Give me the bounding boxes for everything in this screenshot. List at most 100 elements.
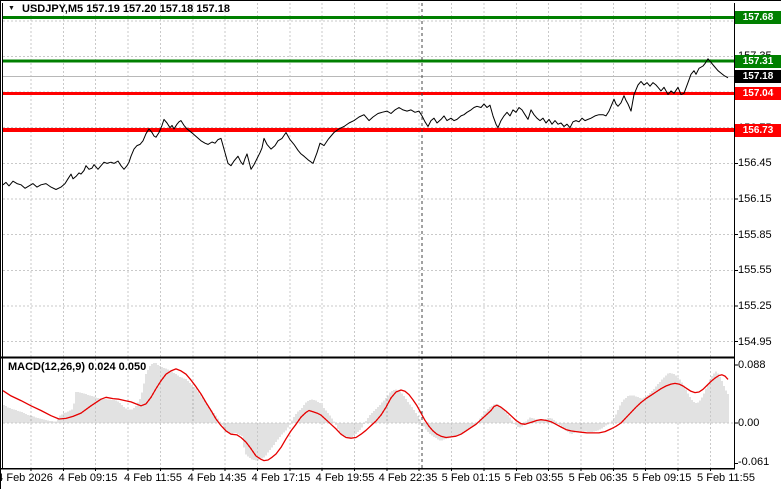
macd-histogram-bar [173,372,175,423]
macd-histogram-bar [585,423,587,432]
macd-histogram-bar [379,404,381,423]
macd-histogram-bar [363,423,365,425]
macd-histogram-bar [705,388,707,423]
macd-histogram-bar [111,399,113,423]
macd-histogram-bar [35,417,37,423]
macd-histogram-bar [283,423,285,433]
macd-histogram-bar [149,366,151,423]
macd-histogram-bar [163,367,165,423]
current-price-badge: 157.18 [735,70,781,84]
macd-histogram-bar [559,423,561,425]
macd-histogram-bar [39,418,41,423]
macd-histogram-bar [97,397,99,423]
time-axis-label: 4 Feb 14:35 [187,472,247,484]
macd-histogram-bar [147,370,149,423]
macd-histogram-bar [33,416,35,423]
macd-histogram-bar [377,407,379,423]
macd-histogram-bar [49,420,51,423]
time-axis-label: 5 Feb 01:15 [441,472,501,484]
macd-histogram-bar [551,418,553,423]
macd-histogram-bar [335,423,337,425]
macd-histogram-bar [29,415,31,423]
support-badge: 156.73 [735,123,781,137]
macd-histogram-bar [525,421,527,423]
macd-histogram-bar [599,423,601,430]
macd-histogram-bar [643,397,645,423]
macd-histogram-bar [553,419,555,423]
macd-histogram-bar [469,423,471,429]
time-axis-label: 5 Feb 11:55 [697,472,755,484]
macd-histogram-bar [207,405,209,423]
macd-histogram-bar [473,423,475,426]
macd-histogram-bar [37,418,39,423]
macd-histogram-bar [653,388,655,423]
macd-histogram-bar [519,423,521,428]
time-axis-label: 4 Feb 11:55 [124,472,182,484]
macd-histogram-bar [465,423,467,431]
macd-histogram-bar [543,420,545,423]
macd-histogram-bar [219,421,221,423]
macd-histogram-bar [193,386,195,423]
symbol-title: USDJPY,M5 157.19 157.20 157.18 157.18 [22,3,230,15]
macd-histogram-bar [697,402,699,423]
macd-histogram-bar [345,423,347,439]
time-axis-label: 5 Feb 09:15 [632,472,692,484]
macd-histogram-bar [65,412,67,423]
macd-histogram-bar [601,423,603,429]
macd-histogram-bar [115,400,117,423]
macd-histogram-bar [177,375,179,423]
macd-histogram-bar [627,396,629,423]
macd-histogram-bar [657,384,659,423]
macd-histogram-bar [291,420,293,423]
macd-histogram-bar [589,423,591,433]
time-axis-label: 4 Feb 19:55 [315,472,375,484]
macd-histogram-bar [615,414,617,423]
macd-histogram-bar [233,423,235,434]
macd-histogram-bar [383,400,385,423]
macd-histogram-bar [655,386,657,423]
macd-histogram-bar [315,400,317,423]
macd-histogram-bar [497,404,499,423]
macd-histogram-bar [701,397,703,423]
macd-histogram-bar [211,410,213,423]
macd-histogram-bar [117,401,119,423]
macd-histogram-bar [187,380,189,423]
macd-histogram-bar [299,409,301,423]
macd-histogram-bar [609,422,611,424]
macd-histogram-bar [205,402,207,423]
macd-histogram-bar [715,371,717,423]
macd-histogram-bar [453,423,455,437]
macd-histogram-bar [669,373,671,423]
macd-histogram-bar [539,420,541,423]
macd-histogram-bar [521,423,523,427]
macd-histogram-bar [247,423,249,457]
macd-histogram-bar [41,419,43,423]
macd-histogram-bar [565,423,567,431]
macd-histogram-bar [699,400,701,423]
macd-histogram-bar [433,423,435,437]
macd-histogram-bar [91,396,93,423]
macd-histogram-bar [499,406,501,423]
macd-histogram-bar [3,405,5,423]
macd-histogram-bar [471,423,473,427]
macd-histogram-bar [455,423,457,436]
macd-histogram-bar [613,417,615,423]
macd-histogram-bar [79,392,81,423]
macd-histogram-bar [573,423,575,434]
macd-histogram-bar [11,408,13,423]
macd-histogram-bar [447,423,449,439]
macd-histogram-bar [15,410,17,423]
macd-histogram-bar [43,419,45,423]
macd-histogram-bar [141,392,143,423]
macd-histogram-bar [279,423,281,437]
macd-histogram-bar [595,423,597,432]
macd-histogram-bar [105,399,107,423]
macd-histogram-bar [635,396,637,423]
macd-histogram-bar [121,404,123,423]
macd-histogram-bar [449,423,451,438]
symbol-dropdown-icon[interactable]: ▼ [8,5,15,12]
macd-histogram-bar [459,423,461,435]
macd-histogram-bar [629,395,631,423]
macd-histogram-bar [25,413,27,423]
